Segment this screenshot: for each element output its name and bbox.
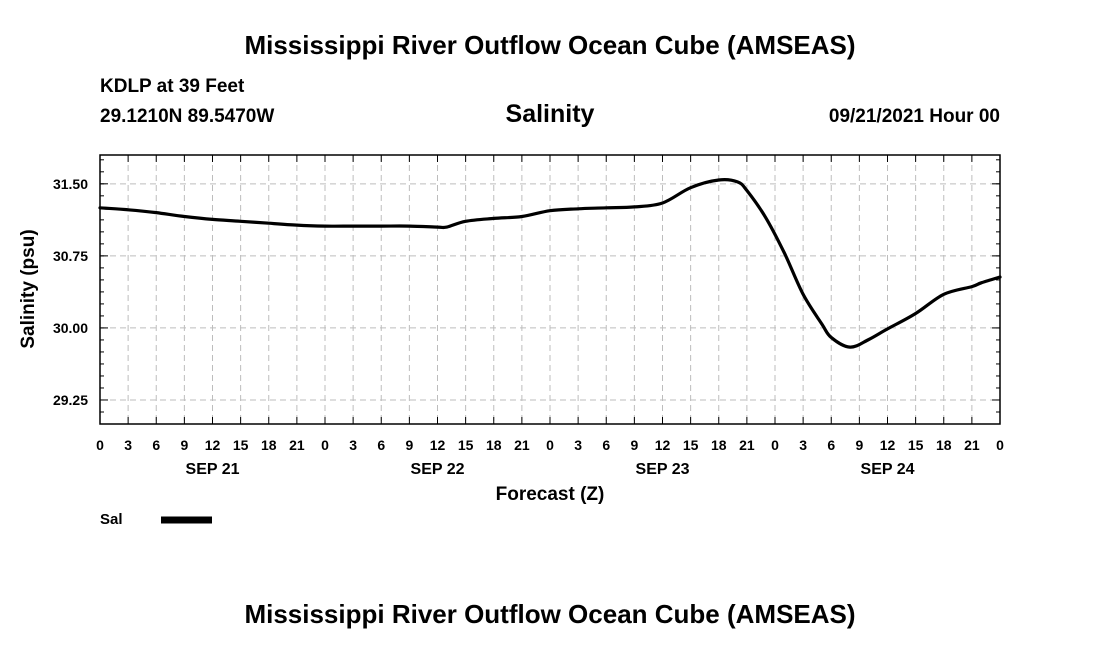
station-label: KDLP at 39 Feet [100, 76, 245, 97]
x-tick-label: 15 [458, 437, 474, 453]
y-tick-label: 31.50 [53, 176, 88, 192]
y-tick-label: 30.00 [53, 320, 88, 336]
x-tick-label: 9 [630, 437, 638, 453]
x-tick-label: 15 [683, 437, 699, 453]
x-tick-label: 15 [908, 437, 924, 453]
x-day-label: SEP 21 [186, 461, 240, 478]
x-tick-label: 6 [602, 437, 610, 453]
plot-frame [99, 154, 1001, 425]
series-line-sal [98, 178, 1002, 349]
x-tick-label: 18 [711, 437, 727, 453]
x-tick-label: 6 [827, 437, 835, 453]
grid-lines [100, 155, 1000, 424]
y-axis-label: Salinity (psu) [18, 229, 39, 348]
x-tick-label: 21 [739, 437, 755, 453]
x-day-label: SEP 24 [861, 461, 915, 478]
x-tick-label: 21 [289, 437, 305, 453]
x-tick-label: 12 [655, 437, 671, 453]
x-tick-label: 21 [964, 437, 980, 453]
x-tick-label: 0 [996, 437, 1004, 453]
x-tick-label: 0 [771, 437, 779, 453]
x-tick-label: 0 [546, 437, 554, 453]
y-tick-label: 30.75 [53, 248, 88, 264]
x-day-label: SEP 22 [411, 461, 465, 478]
x-day-label: SEP 23 [636, 461, 690, 478]
x-tick-label: 3 [574, 437, 582, 453]
coordinates-label: 29.1210N 89.5470W [100, 106, 275, 127]
x-tick-label: 9 [855, 437, 863, 453]
x-tick-label: 6 [377, 437, 385, 453]
chart-subtitle: Salinity [505, 100, 595, 128]
x-axis-label: Forecast (Z) [496, 484, 605, 505]
y-tick-label: 29.25 [53, 392, 88, 408]
x-tick-label: 12 [430, 437, 446, 453]
x-tick-label: 15 [233, 437, 249, 453]
x-tick-label: 21 [514, 437, 530, 453]
footer-title: Mississippi River Outflow Ocean Cube (AM… [244, 599, 856, 629]
x-tick-label: 18 [261, 437, 277, 453]
x-tick-label: 3 [799, 437, 807, 453]
chart-title: Mississippi River Outflow Ocean Cube (AM… [244, 30, 856, 60]
x-tick-label: 9 [180, 437, 188, 453]
x-tick-label: 0 [96, 437, 104, 453]
datetime-label: 09/21/2021 Hour 00 [828, 106, 1000, 127]
legend-label: Sal [100, 511, 123, 528]
x-tick-label: 12 [205, 437, 221, 453]
x-tick-label: 3 [349, 437, 357, 453]
x-tick-label: 0 [321, 437, 329, 453]
x-tick-label: 3 [124, 437, 132, 453]
axis-labels: 0 3 6 9 12 15 18 21 0 3 6 9 12 15 18 21 0 3 6 9 12 15 18 21 0 3 6 9… [53, 176, 1004, 478]
x-tick-label: 12 [880, 437, 896, 453]
x-tick-label: 6 [152, 437, 160, 453]
x-tick-label: 9 [405, 437, 413, 453]
x-tick-label: 18 [936, 437, 952, 453]
x-tick-label: 18 [486, 437, 502, 453]
